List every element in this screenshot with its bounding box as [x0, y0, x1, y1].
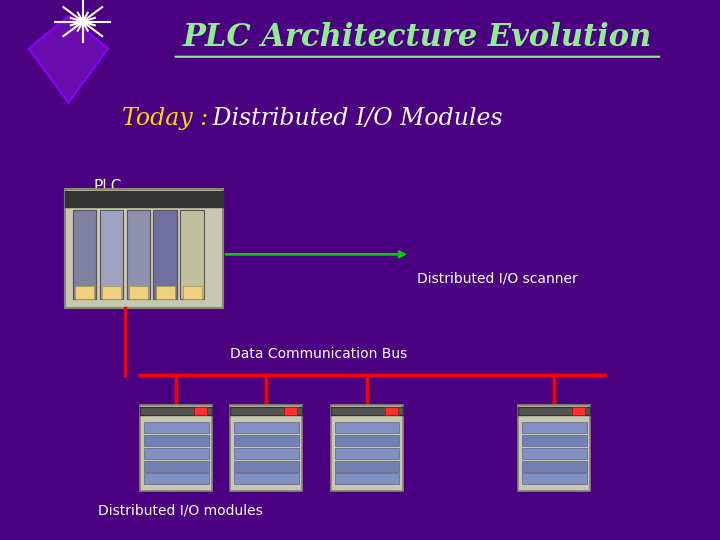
- Text: Today :: Today :: [122, 107, 216, 130]
- Text: PLC: PLC: [94, 179, 122, 194]
- Bar: [335, 448, 400, 458]
- Bar: [335, 422, 400, 433]
- Bar: [335, 474, 400, 484]
- Bar: [144, 448, 209, 458]
- Bar: [234, 461, 299, 471]
- Bar: [522, 435, 587, 446]
- Bar: [76, 286, 94, 300]
- Bar: [73, 211, 96, 300]
- Bar: [230, 407, 302, 415]
- Bar: [140, 407, 212, 415]
- Bar: [234, 448, 299, 458]
- Bar: [385, 407, 398, 415]
- Bar: [522, 461, 587, 471]
- Bar: [522, 474, 587, 484]
- Bar: [335, 435, 400, 446]
- Bar: [331, 405, 403, 491]
- Text: Distributed I/O modules: Distributed I/O modules: [97, 503, 262, 517]
- Bar: [102, 286, 121, 300]
- Bar: [144, 422, 209, 433]
- Bar: [183, 286, 202, 300]
- Bar: [572, 407, 585, 415]
- Bar: [284, 407, 297, 415]
- Bar: [234, 422, 299, 433]
- Text: Distributed I/O scanner: Distributed I/O scanner: [418, 271, 578, 285]
- Polygon shape: [29, 16, 108, 103]
- Text: Distributed I/O Modules: Distributed I/O Modules: [205, 107, 503, 130]
- Bar: [335, 461, 400, 471]
- Bar: [65, 189, 223, 308]
- Bar: [144, 461, 209, 471]
- Bar: [65, 191, 223, 207]
- Bar: [518, 407, 590, 415]
- Bar: [181, 211, 204, 300]
- Bar: [99, 211, 123, 300]
- Bar: [156, 286, 175, 300]
- Bar: [522, 422, 587, 433]
- Bar: [194, 407, 207, 415]
- Bar: [144, 435, 209, 446]
- Bar: [234, 474, 299, 484]
- Bar: [331, 407, 403, 415]
- Bar: [153, 211, 177, 300]
- Text: PLC Architecture Evolution: PLC Architecture Evolution: [183, 22, 652, 53]
- Bar: [230, 405, 302, 491]
- Bar: [140, 405, 212, 491]
- Bar: [234, 435, 299, 446]
- Bar: [127, 211, 150, 300]
- Bar: [144, 474, 209, 484]
- Bar: [518, 405, 590, 491]
- Bar: [522, 448, 587, 458]
- Text: Data Communication Bus: Data Communication Bus: [230, 347, 408, 361]
- Bar: [129, 286, 148, 300]
